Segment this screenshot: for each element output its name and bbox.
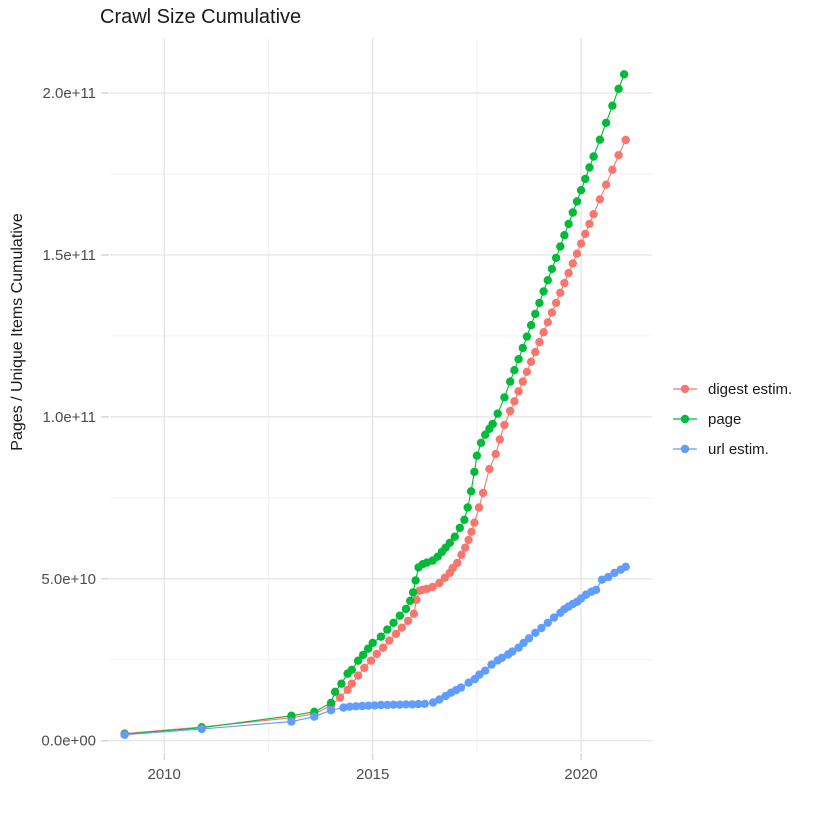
legend-label: digest estim. (708, 380, 793, 398)
svg-text:2015: 2015 (356, 766, 389, 783)
svg-text:2010: 2010 (148, 766, 181, 783)
svg-text:1.0e+11: 1.0e+11 (42, 409, 96, 426)
legend-label: page (708, 410, 742, 428)
svg-text:2020: 2020 (564, 766, 597, 783)
legend-item-digest-estim: digest estim. (672, 380, 792, 398)
svg-text:2.0e+11: 2.0e+11 (42, 85, 96, 102)
legend-item-url-estim: url estim. (672, 440, 792, 458)
chart-title: Crawl Size Cumulative (100, 6, 302, 28)
legend-key-digest-estim-icon (673, 384, 697, 394)
legend-label: url estim. (708, 440, 769, 458)
svg-text:0.0e+00: 0.0e+00 (41, 733, 96, 750)
legend-key-url-estim-icon (673, 444, 697, 454)
svg-text:1.5e+11: 1.5e+11 (42, 247, 96, 264)
svg-text:5.0e+10: 5.0e+10 (41, 571, 96, 588)
legend-key-page-icon (673, 414, 697, 424)
legend-item-page: page (672, 410, 792, 428)
legend: digest estim. page url estim. (672, 380, 792, 458)
